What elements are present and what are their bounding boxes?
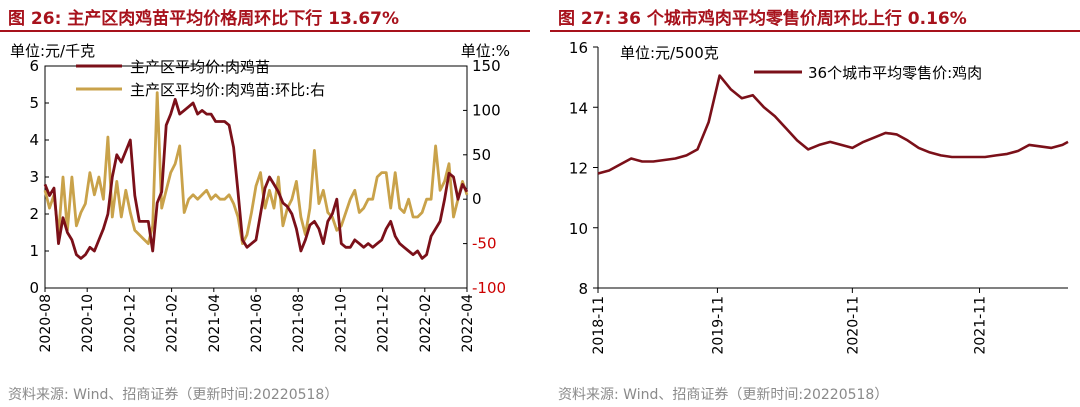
legend-label: 主产区平均价:肉鸡苗 [130, 58, 270, 76]
left-chart-panel: 图 26: 主产区肉鸡苗平均价格周环比下行 13.67% 0 1 2 3 4 5 6 -100… [0, 0, 530, 407]
y2-tick-label: 0 [472, 190, 482, 208]
y-tick-label: 14 [569, 99, 588, 117]
x-tick-label: 2022-02 [418, 294, 434, 353]
x-tick-label: 2020-12 [122, 294, 138, 353]
y-tick-label: 0 [29, 279, 39, 297]
series-line-chick-price [43, 97, 469, 260]
y-tick-label: 6 [29, 57, 39, 75]
y-tick-label: 16 [569, 39, 588, 57]
x-tick-label: 2020-10 [80, 294, 96, 353]
left-title-rule [0, 30, 530, 32]
y2-tick-label: 50 [472, 146, 491, 164]
y2-tick-label: 100 [472, 101, 501, 119]
x-tick-label: 2021-04 [207, 294, 223, 353]
y2-tick-label: 150 [472, 57, 501, 75]
y-tick-label: 10 [569, 220, 588, 238]
right-title-rule [550, 30, 1080, 32]
right-chart-title: 图 27: 36 个城市鸡肉平均零售价周环比上行 0.16% [558, 9, 967, 29]
x-tick-label: 2021-12 [376, 294, 392, 353]
y-unit-label: 单位:元/500克 [620, 44, 719, 62]
left-chart-title: 图 26: 主产区肉鸡苗平均价格周环比下行 13.67% [8, 9, 400, 29]
series-line-chicken-retail-price [597, 74, 1069, 175]
y2-tick-label: -100 [472, 279, 506, 297]
x-tick-label: 2021-06 [249, 294, 265, 353]
y-tick-label: 4 [29, 131, 39, 149]
x-tick-label: 2021-02 [165, 294, 181, 353]
right-source-note: 资料来源: Wind、招商证券（更新时间:20220518） [558, 387, 889, 403]
y-unit-label: 单位:元/千克 [10, 42, 95, 60]
plot-frame [44, 65, 468, 289]
y-tick-label: 12 [569, 160, 588, 178]
x-tick-label: 2020-08 [38, 294, 54, 353]
y-tick-label: 8 [578, 280, 588, 298]
y-tick-label: 3 [29, 168, 39, 186]
x-tick-label: 2021-10 [333, 294, 349, 353]
y-tick-label: 2 [29, 205, 39, 223]
legend-label: 主产区平均价:肉鸡苗:环比:右 [130, 81, 325, 99]
x-tick-label: 2020-11 [845, 296, 861, 355]
series-line-chick-price-wow [43, 91, 469, 246]
right-chart-panel: 图 27: 36 个城市鸡肉平均零售价周环比上行 0.16% 8 10 12 14 16… [550, 0, 1080, 407]
x-tick-label: 2018-11 [591, 296, 607, 355]
x-tick-label: 2022-04 [460, 294, 476, 353]
y-tick-label: 5 [29, 94, 39, 112]
y2-tick-label: -50 [472, 235, 497, 253]
x-tick-label: 2021-11 [973, 296, 989, 355]
chicken-retail-price-chart: 8 10 12 14 16 单位:元/500克 2018-11 2019-11 2020-11 2… [569, 39, 1069, 355]
y-tick-label: 1 [29, 242, 39, 260]
y2-unit-label: 单位:% [461, 42, 510, 60]
legend-label: 36个城市平均零售价:鸡肉 [808, 64, 982, 82]
x-tick-label: 2021-08 [291, 294, 307, 353]
x-tick-label: 2019-11 [710, 296, 726, 355]
chick-price-chart: 0 1 2 3 4 5 6 -100 -50 0 50 100 150 单位:元/千克 单位:% 2020-0… [10, 42, 510, 353]
left-source-note: 资料来源: Wind、招商证券（更新时间:20220518） [8, 387, 339, 403]
